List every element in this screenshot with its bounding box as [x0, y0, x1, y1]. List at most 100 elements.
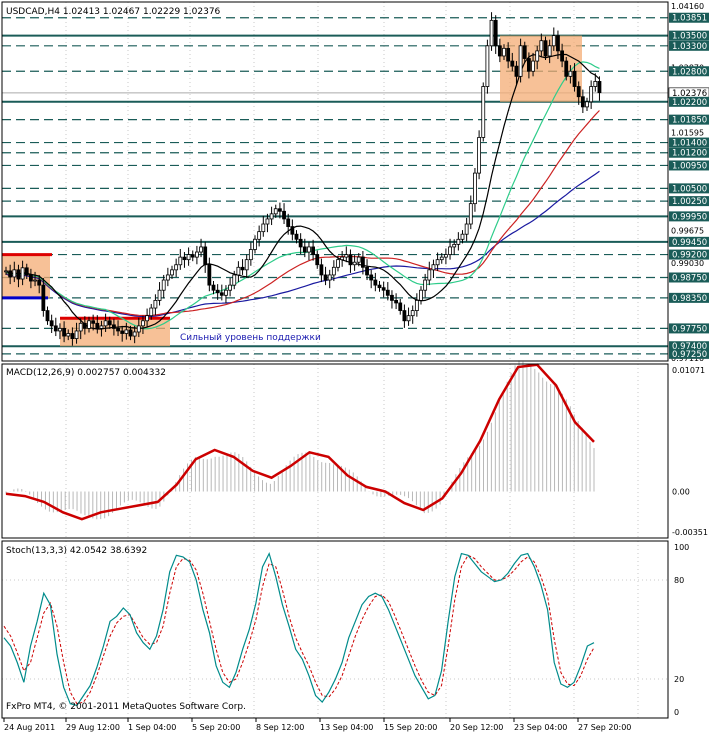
candle-body [53, 325, 58, 332]
time-axis-label: 5 Sep 20:00 [192, 723, 240, 732]
candle-body [344, 254, 349, 258]
level-label: 0.98350 [672, 294, 707, 304]
level-label-box [669, 183, 709, 194]
level-label: 0.97750 [672, 324, 707, 334]
candle-body [157, 289, 162, 301]
stoch-panel-title: Stoch(13,3,3) 42.0542 38.6392 [6, 546, 147, 556]
candle-body [298, 238, 303, 248]
level-label: 0.99450 [672, 238, 707, 248]
panel-frame [1, 1, 669, 362]
candle-body [33, 279, 37, 282]
macd-axis-label: 0.00 [672, 488, 690, 497]
level-label-box [669, 236, 709, 247]
candle-body [336, 259, 340, 268]
candle-body [294, 233, 299, 240]
candle-body [257, 231, 262, 240]
candle-body [464, 223, 469, 235]
candle-body [49, 320, 54, 327]
ma-black [5, 53, 600, 330]
level-label-box [669, 211, 709, 222]
candle-body [194, 251, 199, 258]
candle-body [473, 172, 477, 205]
level-label-box [669, 40, 709, 51]
candle-body [186, 254, 191, 261]
candle-body [99, 325, 104, 329]
candles [4, 12, 602, 346]
candle-body [120, 330, 125, 334]
candle-body [360, 256, 365, 268]
candle-body [207, 264, 212, 286]
candle-body [514, 65, 519, 77]
stoch-axis-label: 80 [674, 576, 684, 585]
level-label-box [669, 249, 709, 260]
candle-body [232, 274, 237, 286]
candle-body [141, 320, 145, 327]
time-axis-label: 20 Sep 12:00 [450, 723, 503, 732]
candle-body [589, 86, 594, 103]
candle-body [497, 45, 502, 57]
candle-body [356, 256, 361, 263]
candle-body [485, 45, 490, 87]
candle-body [518, 45, 523, 77]
price-tick-label: 0.99030 [671, 259, 704, 268]
candle-body [531, 60, 535, 72]
candle-body [253, 238, 257, 250]
level-label-box [669, 272, 709, 283]
panel-frame [1, 540, 669, 719]
time-axis-label: 13 Sep 04:00 [320, 723, 373, 732]
candle-body [597, 81, 602, 94]
time-axis-label: 24 Aug 2011 [4, 723, 55, 732]
candle-body [282, 210, 286, 220]
level-label: 1.02200 [672, 98, 707, 108]
level-label: 0.97250 [672, 350, 707, 360]
level-label: 1.01850 [672, 116, 707, 126]
candle-body [568, 70, 573, 77]
grid [1, 2, 639, 718]
candle-body [369, 274, 374, 281]
candle-body [394, 300, 399, 304]
candle-body [211, 284, 216, 291]
macd-panel-title: MACD(12,26,9) 0.002757 0.004332 [6, 368, 166, 378]
ma-green [5, 61, 600, 330]
candle-body [319, 264, 324, 276]
stoch-panel: 100 80 20 0 [2, 543, 689, 717]
candle-body [136, 325, 141, 333]
candle-body [414, 300, 419, 311]
candle-body [224, 289, 228, 296]
level-label-box [669, 137, 709, 148]
candle-body [82, 322, 87, 329]
time-axis-label: 1 Sep 04:00 [128, 723, 176, 732]
candle-body [456, 238, 461, 245]
candle-body [365, 266, 369, 276]
macd-axis-label: 0.01071 [672, 366, 705, 375]
level-label: 1.02800 [672, 67, 707, 77]
level-label-box [669, 147, 709, 158]
candle-body [556, 35, 560, 52]
level-label: 1.00500 [672, 184, 707, 194]
candle-body [535, 50, 540, 62]
candle-body [277, 208, 282, 212]
candle-body [95, 322, 100, 329]
level-label-box [669, 348, 709, 359]
candle-body [41, 284, 46, 311]
candle-body [107, 320, 112, 326]
candle-body [564, 60, 569, 77]
level-label: 0.97400 [672, 342, 707, 352]
candle-body [390, 294, 394, 301]
level-label-box [669, 12, 709, 23]
candle-body [431, 264, 436, 271]
candle-body [16, 269, 21, 280]
candle-body [560, 50, 564, 62]
candle-body [261, 223, 266, 233]
candle-body [228, 284, 233, 291]
candle-body [410, 310, 415, 317]
candle-body [78, 322, 83, 332]
candle-body [273, 208, 278, 215]
candle-body [269, 213, 274, 220]
candle-body [37, 279, 42, 286]
candle-body [585, 101, 589, 108]
candle-body [493, 19, 498, 47]
candle-body [103, 320, 108, 327]
candle-body [460, 233, 465, 240]
